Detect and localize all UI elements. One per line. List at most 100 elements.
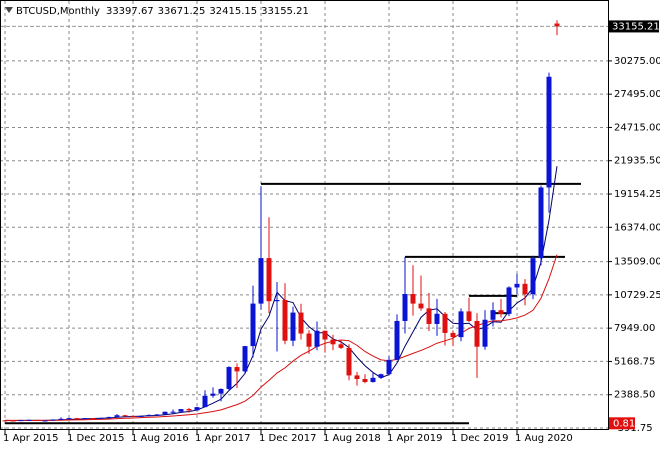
candle-body <box>514 283 520 288</box>
x-tick-label: 1 Apr 2019 <box>387 433 442 444</box>
candle-body <box>138 416 144 418</box>
candle-body <box>306 333 312 347</box>
y-tick-label: 27495.00 <box>614 89 660 100</box>
y-tick-label: 7949.00 <box>614 323 655 334</box>
candle-body <box>74 418 80 420</box>
candle-body <box>522 283 528 295</box>
candle-body <box>458 311 464 338</box>
plot-area <box>0 20 608 425</box>
last-low: 32415.15 <box>209 6 257 17</box>
candle-body <box>410 294 416 304</box>
candle-body <box>26 419 32 421</box>
candle-body <box>186 409 192 411</box>
y-tick-label: 24715.00 <box>614 122 660 133</box>
candle-body <box>274 300 280 302</box>
candle-body <box>394 320 400 360</box>
moving-average <box>4 254 558 421</box>
candle-body <box>42 420 48 422</box>
candle-body <box>546 76 552 188</box>
candle-body <box>50 419 56 421</box>
last-high: 33671.25 <box>158 6 206 17</box>
last-open: 33397.67 <box>106 6 154 17</box>
candle-body <box>98 417 104 419</box>
candle-body <box>314 330 320 347</box>
candle-body <box>506 287 512 314</box>
candle-body <box>466 311 472 321</box>
candle-body <box>194 407 200 411</box>
plot-border <box>0 0 609 430</box>
candle-body <box>426 308 432 324</box>
candle-body <box>266 258 272 302</box>
price-label: 33155.21 <box>612 21 660 32</box>
candle-body <box>490 310 496 320</box>
candle-body <box>442 313 448 333</box>
level-label-box <box>609 417 635 430</box>
candle-body <box>154 414 160 416</box>
y-tick-label: 2388.50 <box>614 390 655 401</box>
candle-body <box>402 294 408 321</box>
y-tick-label: 21935.50 <box>614 156 660 167</box>
x-tick-label: 1 Apr 2017 <box>195 433 250 444</box>
y-tick-label: 19154.25 <box>614 189 660 200</box>
candle-body <box>106 416 112 418</box>
candle-body <box>370 377 376 383</box>
candle-body <box>146 414 152 417</box>
candle-body <box>122 415 128 417</box>
y-tick-label: 30275.00 <box>614 56 660 67</box>
candle-body <box>250 303 256 347</box>
candle-body <box>362 379 368 383</box>
candle-body <box>434 313 440 324</box>
price-label-box <box>609 20 659 33</box>
candle-body <box>450 332 456 338</box>
candle-body <box>2 420 8 422</box>
candle-body <box>554 23 560 27</box>
candle-body <box>58 418 64 420</box>
y-tick-label: 13509.00 <box>614 257 660 268</box>
header: BTCUSD,Monthly 33397.67 33671.25 32415.15 33… <box>16 6 309 17</box>
candle-body <box>418 303 424 309</box>
candle-body <box>346 347 352 376</box>
y-tick-label: 16374.00 <box>614 222 660 233</box>
candle-body <box>338 344 344 348</box>
candle-body <box>498 310 504 314</box>
candle-body <box>378 374 384 378</box>
x-tick-label: 1 Dec 2019 <box>451 433 509 444</box>
candle-body <box>354 375 360 380</box>
candle-body <box>530 258 536 295</box>
candle-body <box>258 258 264 304</box>
y-tick-label: 10729.25 <box>614 290 660 301</box>
candle-body <box>290 312 296 341</box>
candle-body <box>322 330 328 340</box>
level-label: 0.81 <box>613 418 635 429</box>
moving-average <box>4 166 558 421</box>
candle-body <box>34 419 40 421</box>
symbol: BTCUSD,Monthly <box>16 6 100 17</box>
header-icon <box>5 7 13 13</box>
candle-body <box>282 300 288 341</box>
candle-body <box>66 418 72 420</box>
last-close: 33155.21 <box>261 6 309 17</box>
x-tick-label: 1 Aug 2016 <box>131 433 189 444</box>
candle-body <box>202 395 208 408</box>
candle-body <box>10 420 16 422</box>
candle-body <box>242 346 248 372</box>
candle-body <box>234 367 240 372</box>
candle-body <box>298 312 304 334</box>
x-tick-label: 1 Dec 2015 <box>67 433 125 444</box>
candle-body <box>218 388 224 394</box>
x-tick-label: 1 Aug 2018 <box>323 433 381 444</box>
candle-body <box>482 319 488 347</box>
candle-body <box>474 320 480 347</box>
candle-body <box>90 418 96 420</box>
candle-body <box>330 339 336 345</box>
candle-body <box>82 418 88 420</box>
candle-body <box>170 411 176 413</box>
candle-body <box>538 187 544 259</box>
candle-body <box>162 411 168 415</box>
candle-body <box>130 415 136 417</box>
candle-body <box>18 420 24 422</box>
x-tick-label: 1 Apr 2015 <box>3 433 58 444</box>
candle-body <box>210 393 216 396</box>
